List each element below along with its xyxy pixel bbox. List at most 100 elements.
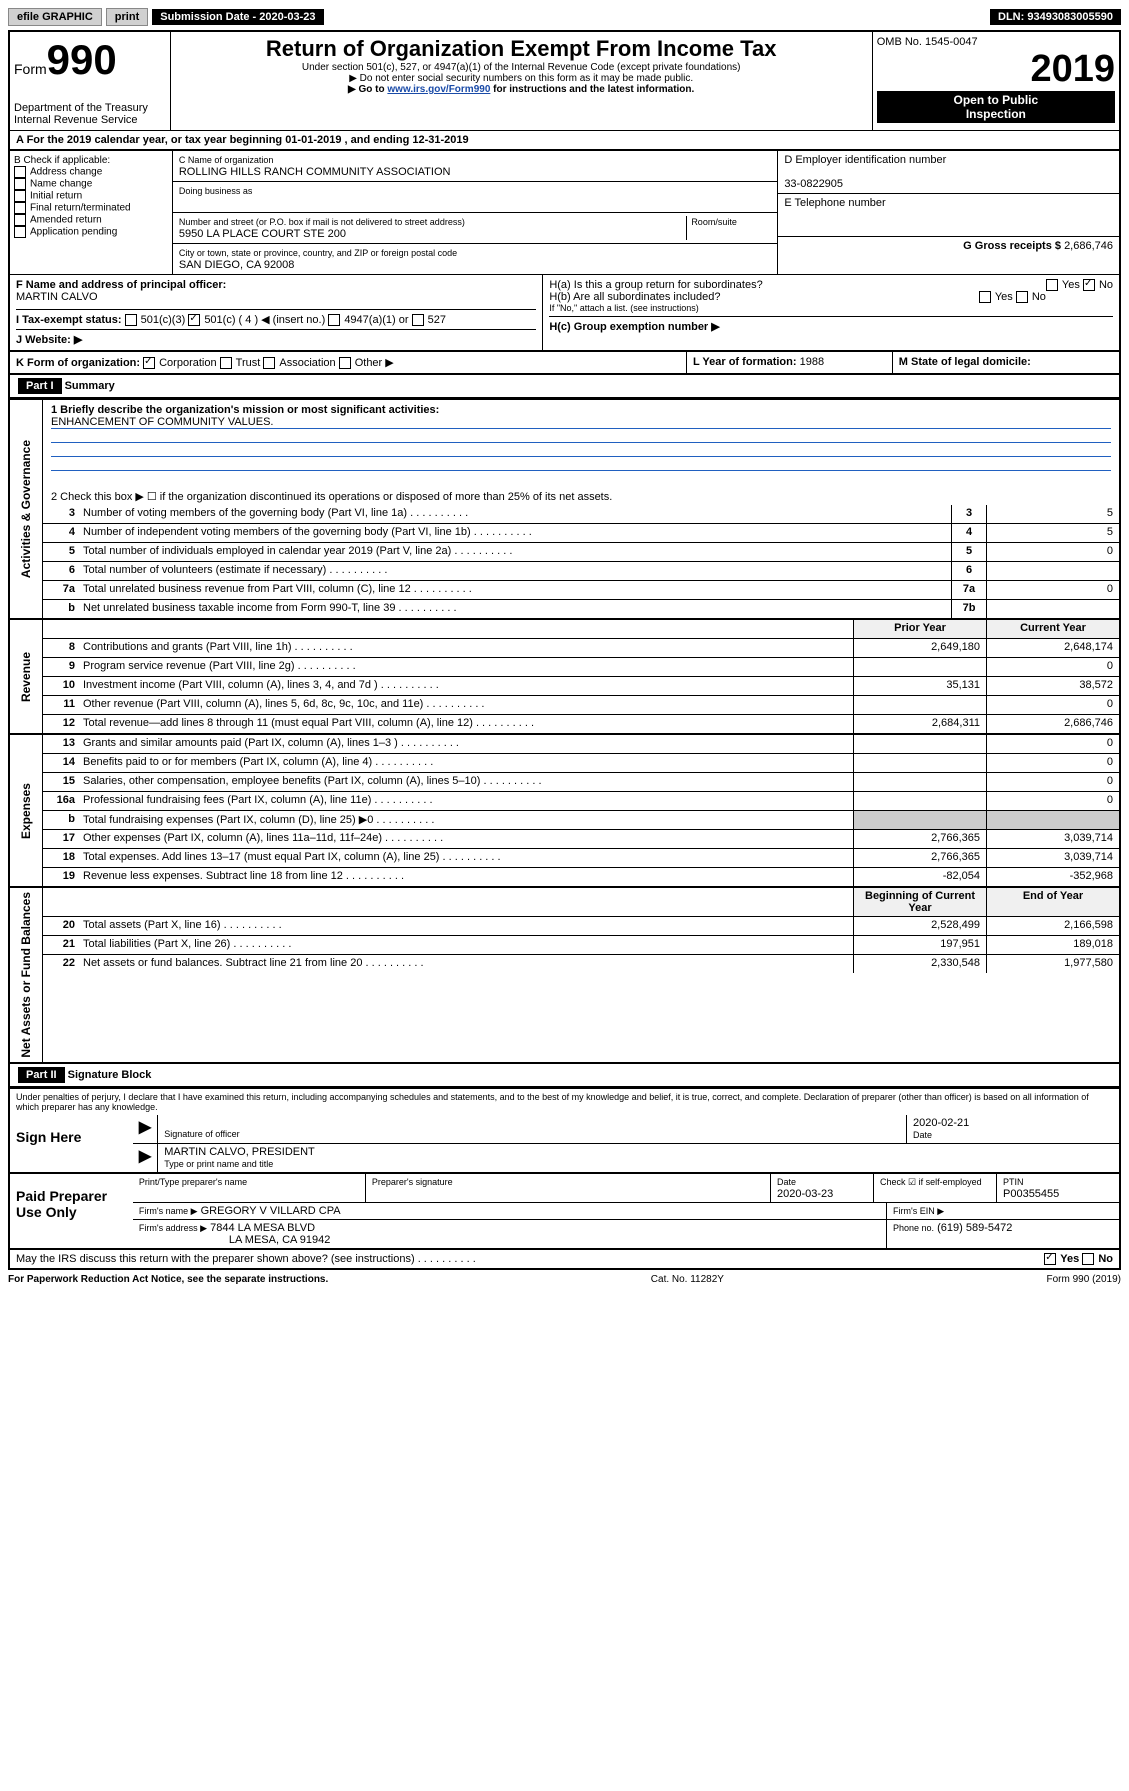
table-row: 8Contributions and grants (Part VIII, li… [43,639,1119,658]
form990-link[interactable]: www.irs.gov/Form990 [387,84,490,95]
chk-corp[interactable] [143,357,155,369]
form-number: 990 [47,36,117,84]
subtitle-2: ▶ Do not enter social security numbers o… [175,73,868,84]
sig-date: 2020-02-21 [913,1117,969,1129]
table-row: 3Number of voting members of the governi… [43,505,1119,524]
firm-name: GREGORY V VILLARD CPA [201,1205,341,1217]
table-row: 11Other revenue (Part VIII, column (A), … [43,696,1119,715]
chk-ha-no[interactable] [1083,279,1095,291]
chk-discuss-no[interactable] [1082,1253,1094,1265]
table-row: 12Total revenue—add lines 8 through 11 (… [43,715,1119,733]
line1-label: 1 Briefly describe the organization's mi… [51,404,439,416]
col-bcy: Beginning of Current Year [853,888,986,916]
form-word: Form [14,61,47,77]
submission-date: Submission Date - 2020-03-23 [152,9,323,25]
vlabel-revenue: Revenue [19,652,33,702]
part2-header: Part II [18,1067,65,1083]
footer-right: Form 990 (2019) [1047,1274,1121,1285]
chk-initial-return[interactable] [14,190,26,202]
prep-date-label: Date [777,1177,796,1187]
chk-hb-no[interactable] [1016,291,1028,303]
col-prior: Prior Year [853,620,986,638]
chk-other[interactable] [339,357,351,369]
tax-exempt-label: I Tax-exempt status: [16,314,122,326]
table-row: 6Total number of volunteers (estimate if… [43,562,1119,581]
chk-ha-yes[interactable] [1046,279,1058,291]
date-label: Date [913,1130,932,1140]
table-row: 13Grants and similar amounts paid (Part … [43,735,1119,754]
block-b-label: B Check if applicable: [14,155,168,166]
officer-name: MARTIN CALVO [16,291,98,303]
chk-4947[interactable] [328,314,340,326]
prep-date: 2020-03-23 [777,1188,833,1200]
sign-here-label: Sign Here [10,1115,133,1172]
irs-label: Internal Revenue Service [14,114,166,126]
efile-button[interactable]: efile GRAPHIC [8,8,102,26]
chk-501c3[interactable] [125,314,137,326]
subtitle-1: Under section 501(c), 527, or 4947(a)(1)… [175,62,868,73]
state-domicile-label: M State of legal domicile: [899,356,1031,368]
chk-discuss-yes[interactable] [1044,1253,1056,1265]
chk-final-return[interactable] [14,202,26,214]
sign-here-block: Sign Here ▶ Signature of officer 2020-02… [8,1115,1121,1174]
vlabel-governance: Activities & Governance [19,440,33,578]
ha-label: H(a) Is this a group return for subordin… [549,279,762,291]
table-row: 7aTotal unrelated business revenue from … [43,581,1119,600]
print-button[interactable]: print [106,8,148,26]
part1-title: Summary [65,380,115,392]
ptin-label: PTIN [1003,1177,1024,1187]
form-org-label: K Form of organization: [16,357,140,369]
perjury-text: Under penalties of perjury, I declare th… [8,1089,1121,1115]
gross-receipts-label: G Gross receipts $ [963,240,1061,252]
table-row: 9Program service revenue (Part VIII, lin… [43,658,1119,677]
section-a: A For the 2019 calendar year, or tax yea… [8,130,1121,151]
chk-app-pending[interactable] [14,226,26,238]
footer: For Paperwork Reduction Act Notice, see … [8,1274,1121,1285]
paid-preparer-block: Paid Preparer Use Only Print/Type prepar… [8,1174,1121,1250]
firm-city: LA MESA, CA 91942 [229,1234,331,1246]
chk-527[interactable] [412,314,424,326]
table-row: 17Other expenses (Part IX, column (A), l… [43,830,1119,849]
gross-receipts-value: 2,686,746 [1064,240,1113,252]
year-formation: 1988 [800,356,824,368]
table-row: 4Number of independent voting members of… [43,524,1119,543]
tax-year: 2019 [877,48,1115,91]
chk-501c[interactable] [188,314,200,326]
ein-label: D Employer identification number [784,154,946,166]
form-header: Form990 Department of the Treasury Inter… [8,30,1121,130]
footer-mid: Cat. No. 11282Y [651,1274,724,1285]
open-public: Open to Public [954,93,1039,107]
firm-phone: (619) 589-5472 [937,1222,1012,1234]
firm-phone-label: Phone no. [893,1223,934,1233]
line1-value: ENHANCEMENT OF COMMUNITY VALUES. [51,416,273,428]
firm-addr-label: Firm's address ▶ [139,1223,207,1233]
table-row: 19Revenue less expenses. Subtract line 1… [43,868,1119,886]
block-k-l-m: K Form of organization: Corporation Trus… [8,352,1121,375]
firm-ein-label: Firm's EIN ▶ [893,1206,944,1216]
footer-left: For Paperwork Reduction Act Notice, see … [8,1274,328,1285]
website-label: J Website: ▶ [16,334,82,346]
toolbar: efile GRAPHIC print Submission Date - 20… [8,8,1121,26]
table-row: 5Total number of individuals employed in… [43,543,1119,562]
addr-label: Number and street (or P.O. box if mail i… [179,217,465,227]
hc-label: H(c) Group exemption number ▶ [549,321,719,333]
arrow-icon: ▶ [133,1115,158,1143]
table-row: 10Investment income (Part VIII, column (… [43,677,1119,696]
vlabel-netassets: Net Assets or Fund Balances [19,892,33,1058]
chk-hb-yes[interactable] [979,291,991,303]
chk-trust[interactable] [220,357,232,369]
table-row: 20Total assets (Part X, line 16)2,528,49… [43,917,1119,936]
year-formation-label: L Year of formation: [693,356,797,368]
part2-title: Signature Block [68,1069,152,1081]
table-row: 21Total liabilities (Part X, line 26)197… [43,936,1119,955]
main-title: Return of Organization Exempt From Incom… [175,36,868,62]
typed-name: MARTIN CALVO, PRESIDENT [164,1146,315,1158]
chk-name-change[interactable] [14,178,26,190]
table-row: 14Benefits paid to or for members (Part … [43,754,1119,773]
chk-amended[interactable] [14,214,26,226]
org-address: 5950 LA PLACE COURT STE 200 [179,228,346,240]
dept-label: Department of the Treasury [14,102,166,114]
blocks-f-to-j: F Name and address of principal officer:… [8,274,1121,352]
chk-assoc[interactable] [263,357,275,369]
chk-address-change[interactable] [14,166,26,178]
